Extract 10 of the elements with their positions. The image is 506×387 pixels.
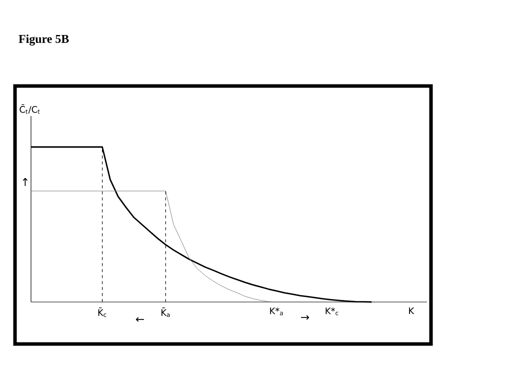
chart-title: Figure 5B xyxy=(18,34,69,46)
x-tick-label: K xyxy=(409,308,414,314)
text: ↑ xyxy=(22,178,28,186)
x-tick-label: K*$_{a}$ xyxy=(270,308,283,316)
y-axis-title: C̄$_{t}$/C$_{t}$ xyxy=(20,104,40,114)
x-tick-label: K*$_{c}$ xyxy=(326,308,338,316)
text: → xyxy=(301,315,310,320)
x-tick-label: K̄$_{a}$ xyxy=(162,308,170,317)
text: ← xyxy=(136,317,144,322)
x-tick-label: K̄$_{c}$ xyxy=(98,308,106,317)
